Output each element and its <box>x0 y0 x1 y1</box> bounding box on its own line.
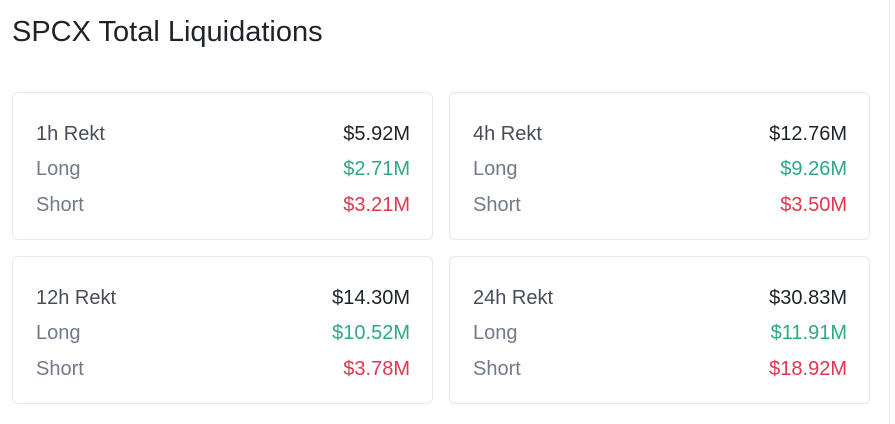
row-value: $2.71M <box>343 157 410 180</box>
row-value: $18.92M <box>769 357 847 380</box>
card-row: Long $2.71M <box>36 156 410 182</box>
row-label: 12h Rekt <box>36 286 117 309</box>
row-label: Short <box>36 193 84 216</box>
card-row: Short $3.78M <box>36 356 410 382</box>
card-row: Short $18.92M <box>473 356 847 382</box>
card-row: Short $3.21M <box>36 192 410 218</box>
row-value: $11.91M <box>770 321 847 344</box>
row-value: $10.52M <box>332 321 410 344</box>
row-value: $3.21M <box>343 193 410 216</box>
card-row: 4h Rekt $12.76M <box>473 121 847 147</box>
row-label: Long <box>473 157 518 180</box>
row-value: $9.26M <box>780 157 847 180</box>
row-value: $30.83M <box>769 286 847 309</box>
row-label: 1h Rekt <box>36 122 105 145</box>
row-value: $5.92M <box>343 122 410 145</box>
liquidation-card: 12h Rekt $14.30M Long $10.52M Short $3.78M <box>12 256 433 404</box>
row-label: Long <box>473 321 518 344</box>
card-row: Long $9.26M <box>473 156 847 182</box>
card-row: 24h Rekt $30.83M <box>473 285 847 311</box>
card-row: Short $3.50M <box>473 192 847 218</box>
panel-title: SPCX Total Liquidations <box>12 16 323 48</box>
card-row: Long $11.91M <box>473 320 847 346</box>
row-value: $3.78M <box>343 357 410 380</box>
liquidation-card: 1h Rekt $5.92M Long $2.71M Short $3.21M <box>12 92 433 240</box>
row-label: 4h Rekt <box>473 122 542 145</box>
liquidation-card: 4h Rekt $12.76M Long $9.26M Short $3.50M <box>449 92 870 240</box>
liquidation-card: 24h Rekt $30.83M Long $11.91M Short $18.92M <box>449 256 870 404</box>
card-row: Long $10.52M <box>36 320 410 346</box>
row-label: Short <box>473 193 521 216</box>
row-value: $12.76M <box>769 122 847 145</box>
card-row: 12h Rekt $14.30M <box>36 285 410 311</box>
row-label: Short <box>36 357 84 380</box>
row-value: $14.30M <box>332 286 410 309</box>
row-label: Short <box>473 357 521 380</box>
row-value: $3.50M <box>780 193 847 216</box>
row-label: Long <box>36 321 81 344</box>
row-label: 24h Rekt <box>473 286 554 309</box>
row-label: Long <box>36 157 81 180</box>
card-row: 1h Rekt $5.92M <box>36 121 410 147</box>
